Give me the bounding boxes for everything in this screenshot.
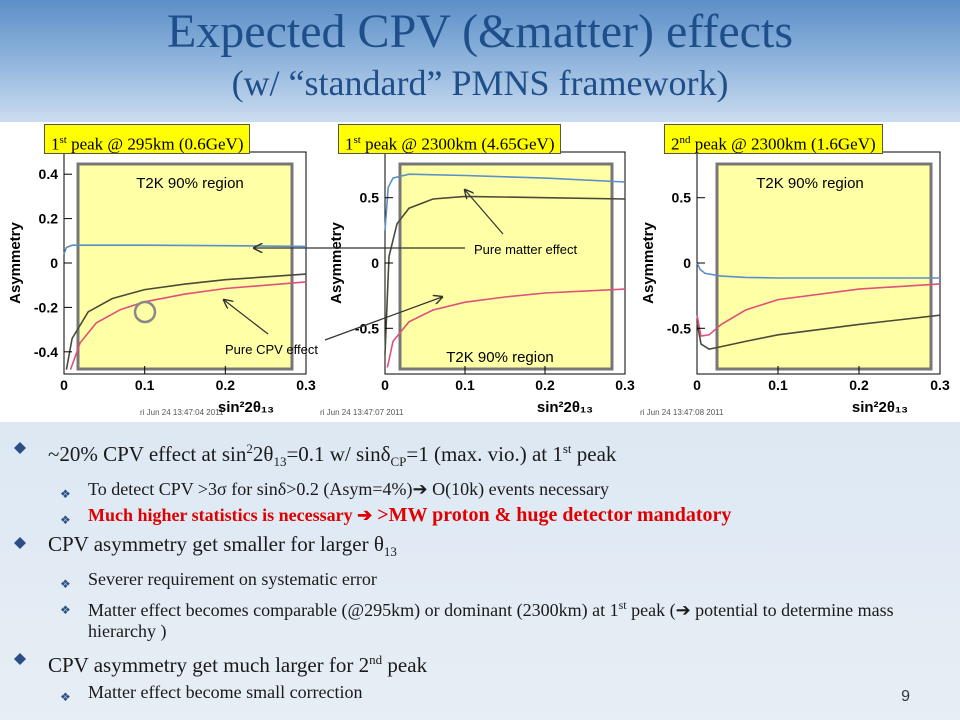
chart-2-series-dark-line [384, 195, 626, 355]
bullet-2a: ❖ Severer requirement on systematic erro… [14, 569, 949, 591]
chart-3-series-blue-line [696, 262, 940, 279]
chart-1-xlabel: sin²2θ₁₃ [218, 399, 274, 416]
chart-3-ytick-label: -0.5 [667, 320, 691, 336]
chart-2-ytick-label: 0.5 [360, 190, 380, 206]
matter-arrow-up [465, 190, 504, 235]
sub-bullet-icon: ❖ [60, 513, 71, 528]
pure-matter-label: Pure matter effect [474, 242, 577, 257]
sub-bullet-icon: ❖ [60, 487, 71, 502]
chart-3-series-dark-line [696, 314, 941, 351]
chart-2-xtick-label: 0.1 [455, 377, 475, 393]
chart-3-xtick-label: 0.3 [930, 377, 950, 393]
chart-1-timestamp: ri Jun 24 13:47:04 2011 [140, 408, 224, 417]
chart-3-timestamp: ri Jun 24 13:47:08 2011 [640, 408, 724, 417]
bullet-2: CPV asymmetry get smaller for larger θ13 [14, 531, 949, 565]
chart-1-xtick-label: 0.2 [216, 377, 236, 393]
bullet-1a: ❖ To detect CPV >3σ for sinδ>0.2 (Asym=4… [14, 479, 949, 501]
diamond-bullet-icon [14, 442, 26, 454]
chart-2-t2k-region [398, 162, 614, 371]
tag-peak-295km: 1st peak @ 295km (0.6GeV) [44, 124, 251, 154]
chart-3-ytick-label: 0 [683, 255, 691, 271]
highlight-circle [133, 300, 157, 324]
chart-1-series-pink-line [69, 281, 307, 370]
arrow-icon: ➔ [357, 505, 373, 526]
chart-2-xtick-label: 0 [381, 377, 389, 393]
chart-3-xtick-label: 0 [693, 377, 701, 393]
chart-panel-3: T2K 90% region ri Jun 24 13:47:08 2011 0… [640, 151, 950, 417]
chart-3-t2k-label: T2K 90% region [756, 175, 864, 192]
pure-cpv-label: Pure CPV effect [225, 342, 318, 357]
bullet-2b: ❖ Matter effect becomes comparable (@295… [60, 598, 894, 642]
chart-2-ylabel: Asymmetry [328, 221, 345, 303]
chart-2-xlabel: sin²2θ₁₃ [537, 399, 593, 416]
chart-2-timestamp: ri Jun 24 13:47:07 2011 [320, 408, 404, 417]
page-number: 9 [901, 688, 910, 705]
chart-1-ytick-label: 0.4 [39, 166, 59, 182]
slide-title: Expected CPV (&matter) effects [166, 5, 793, 58]
bullet-1: ~20% CPV effect at sin22θ13=0.1 w/ sinδC… [14, 436, 949, 475]
chart-1-series-dark-line [65, 273, 307, 370]
chart-panel-2: T2K 90% region ri Jun 24 13:47:07 2011 0… [320, 151, 635, 417]
sub-bullet-icon: ❖ [60, 690, 71, 705]
cpv-arrow-right [324, 297, 442, 341]
chart-3-xtick-label: 0.2 [849, 377, 869, 393]
sub-bullet-icon: ❖ [60, 577, 71, 592]
tag-peak-2300km-second: 2nd peak @ 2300km (1.6GeV) [664, 124, 883, 154]
slide-subtitle: (w/ “standard” PMNS framework) [231, 63, 729, 103]
chart-1-t2k-label: T2K 90% region [136, 175, 244, 192]
chart-3-t2k-region [715, 162, 933, 371]
chart-1-ylabel: Asymmetry [7, 221, 24, 303]
chart-1-ytick-label: -0.2 [34, 299, 58, 315]
bullet-1b: ❖ Much higher statistics is necessary ➔ … [14, 505, 949, 528]
chart-2-series-pink-line [386, 288, 626, 368]
chart-2-t2k-label: T2K 90% region [446, 349, 554, 366]
chart-3-ytick-label: 0.5 [672, 190, 692, 206]
chart-1-series-blue-line [63, 244, 307, 255]
chart-3-xlabel: sin²2θ₁₃ [852, 399, 908, 416]
chart-1-xtick-label: 0.3 [296, 377, 316, 393]
sub-bullet-icon: ❖ [60, 603, 71, 618]
chart-1-ytick-label: -0.4 [34, 344, 58, 360]
chart-1-xtick-label: 0.1 [135, 377, 155, 393]
chart-2-xtick-label: 0.2 [535, 377, 555, 393]
chart-3-ylabel: Asymmetry [640, 221, 657, 303]
chart-1-t2k-region [76, 162, 294, 371]
chart-3-xtick-label: 0.1 [768, 377, 788, 393]
tag-peak-2300km-first: 1st peak @ 2300km (4.65GeV) [338, 124, 562, 154]
plots-svg: T2K 90% region ri Jun 24 13:47:04 2011 0… [7, 151, 950, 417]
chart-panel-1: T2K 90% region ri Jun 24 13:47:04 2011 0… [7, 151, 316, 417]
chart-1-xtick-label: 0 [60, 377, 68, 393]
diamond-bullet-icon [14, 537, 26, 550]
bullet-3: CPV asymmetry get much larger for 2nd pe… [14, 647, 949, 678]
chart-1-ytick-label: 0.2 [39, 211, 59, 227]
chart-2-ytick-label: -0.5 [355, 320, 379, 336]
bullet-list: ~20% CPV effect at sin22θ13=0.1 w/ sinδC… [14, 436, 949, 708]
chart-2-series-blue-line [384, 173, 626, 231]
diamond-bullet-icon [14, 653, 26, 666]
bullet-3a: ❖ Matter effect become small correction [14, 682, 949, 704]
plots-panel: T2K 90% region ri Jun 24 13:47:04 2011 0… [0, 122, 960, 422]
chart-2-xtick-label: 0.3 [615, 377, 635, 393]
chart-3-series-pink-line [696, 283, 941, 338]
chart-2-ytick-label: 0 [371, 255, 379, 271]
chart-1-ytick-label: 0 [50, 255, 58, 271]
cpv-arrow-left [224, 300, 269, 335]
